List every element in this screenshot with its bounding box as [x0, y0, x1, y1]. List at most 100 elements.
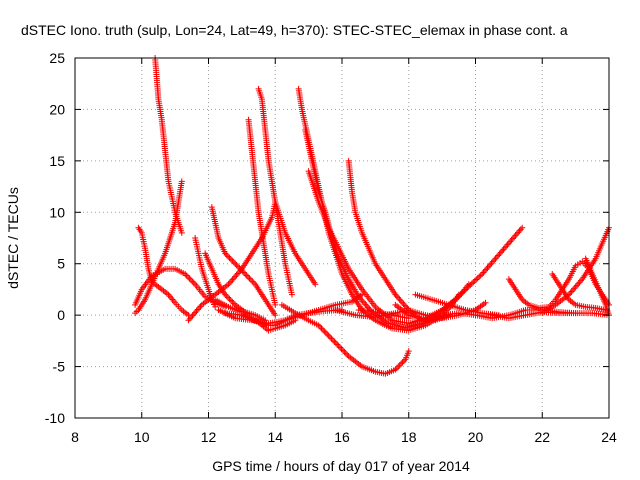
- data-point: [393, 365, 400, 372]
- series: [302, 127, 526, 331]
- data-point: [481, 267, 488, 274]
- data-point: [474, 275, 481, 282]
- data-point: [573, 282, 580, 289]
- data-point: [501, 244, 508, 251]
- data-point: [247, 276, 254, 283]
- data-point: [362, 301, 369, 308]
- data-point: [186, 315, 193, 322]
- data-point: [226, 279, 233, 286]
- data-point: [232, 260, 239, 267]
- series: [152, 55, 185, 236]
- data-point: [317, 323, 324, 330]
- data-point: [226, 295, 233, 302]
- data-point: [365, 304, 372, 311]
- data-point: [318, 325, 325, 332]
- series: [412, 291, 502, 319]
- grid-lines: [75, 58, 609, 418]
- data-points: [132, 55, 612, 377]
- data-point: [485, 263, 492, 270]
- data-point: [507, 238, 514, 245]
- data-point: [331, 338, 338, 345]
- series: [202, 250, 269, 324]
- x-tick-label: 8: [71, 429, 79, 445]
- data-point: [519, 224, 526, 231]
- data-point: [395, 294, 402, 301]
- x-tick-label: 10: [134, 429, 150, 445]
- data-point: [230, 275, 237, 282]
- data-point: [338, 345, 345, 352]
- data-point: [396, 362, 403, 369]
- data-point: [397, 297, 404, 304]
- data-point: [233, 262, 240, 269]
- series: [132, 178, 185, 317]
- data-point: [489, 258, 496, 265]
- data-point: [328, 335, 335, 342]
- data-point: [515, 229, 522, 236]
- data-point: [470, 279, 477, 286]
- data-point: [183, 272, 190, 279]
- x-tick-label: 12: [201, 429, 217, 445]
- data-point: [196, 304, 203, 311]
- data-point: [245, 273, 252, 280]
- series: [215, 291, 366, 327]
- y-tick-label: -10: [45, 410, 65, 426]
- data-point: [398, 360, 405, 367]
- data-point: [190, 311, 197, 318]
- data-point: [288, 291, 295, 298]
- data-point: [488, 260, 495, 267]
- data-point: [312, 281, 319, 288]
- data-point: [242, 271, 249, 277]
- data-point: [186, 275, 193, 282]
- data-point: [189, 278, 196, 285]
- data-point: [516, 227, 523, 234]
- data-point: [194, 306, 201, 313]
- data-point: [332, 340, 339, 347]
- y-tick-label: 10: [49, 204, 65, 220]
- data-point: [344, 351, 351, 358]
- y-tick-label: 0: [57, 307, 65, 323]
- data-point: [227, 297, 234, 304]
- data-point: [229, 298, 236, 305]
- data-point: [505, 240, 512, 247]
- data-point: [192, 309, 199, 316]
- x-tick-label: 20: [468, 429, 484, 445]
- data-point: [504, 241, 511, 248]
- data-point: [272, 301, 279, 308]
- data-point: [512, 232, 519, 239]
- data-point: [335, 343, 342, 349]
- data-point: [467, 281, 474, 288]
- data-point: [321, 328, 328, 335]
- data-point: [226, 254, 233, 261]
- series: [245, 116, 279, 308]
- data-point: [225, 253, 232, 260]
- data-point: [250, 279, 257, 286]
- data-point: [392, 366, 399, 373]
- data-point: [405, 348, 412, 355]
- data-point: [185, 317, 192, 324]
- data-point: [495, 252, 502, 259]
- series: [255, 85, 295, 298]
- data-point: [249, 278, 256, 285]
- y-tick-label: -5: [53, 359, 66, 375]
- series: [539, 224, 612, 317]
- data-point: [212, 303, 219, 310]
- x-tick-label: 16: [334, 429, 350, 445]
- data-point: [484, 264, 491, 271]
- data-point: [230, 259, 237, 266]
- data-point: [575, 280, 582, 287]
- data-point: [471, 277, 478, 284]
- data-point: [341, 348, 348, 355]
- data-point: [568, 288, 575, 295]
- x-tick-label: 22: [534, 429, 550, 445]
- data-point: [132, 310, 139, 317]
- data-point: [327, 334, 334, 341]
- data-point: [513, 230, 520, 237]
- data-point: [465, 281, 472, 288]
- data-point: [399, 359, 406, 366]
- series: [278, 301, 412, 377]
- data-point: [322, 329, 329, 336]
- data-point: [232, 273, 239, 280]
- data-point: [178, 229, 185, 236]
- data-point: [342, 350, 349, 357]
